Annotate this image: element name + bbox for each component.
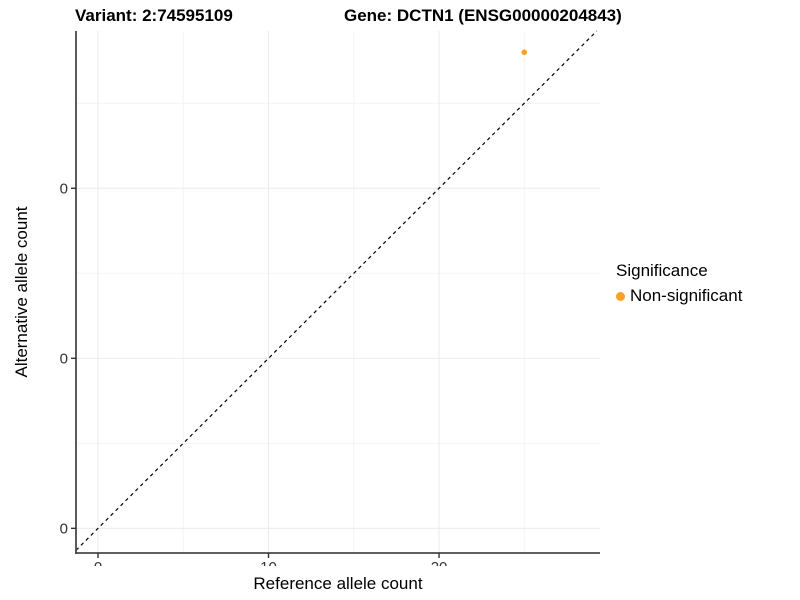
y-tick-label: 20 [60, 180, 68, 197]
y-tick-label: 10 [60, 350, 68, 367]
variant-title: Variant: 2:74595109 [75, 6, 233, 25]
legend-point-icon [616, 291, 625, 301]
x-tick-label: 20 [431, 559, 448, 566]
y-tick-label: 0 [60, 520, 68, 537]
identity-line [75, 30, 598, 551]
plot-panel: 0 10 20 0 10 20 [60, 30, 600, 566]
legend-title: Significance [616, 261, 708, 280]
legend-entry-label: Non-significant [630, 286, 743, 305]
x-tick-label: 10 [260, 559, 277, 566]
y-axis-title: Alternative allele count [12, 206, 31, 378]
gene-title: Gene: DCTN1 (ENSG00000204843) [344, 6, 622, 25]
x-tick-label: 0 [94, 559, 102, 566]
data-point [521, 49, 528, 56]
legend: Significance Non-significant [616, 261, 742, 306]
x-axis-title: Reference allele count [253, 574, 423, 593]
legend-entry: Non-significant [616, 286, 742, 306]
